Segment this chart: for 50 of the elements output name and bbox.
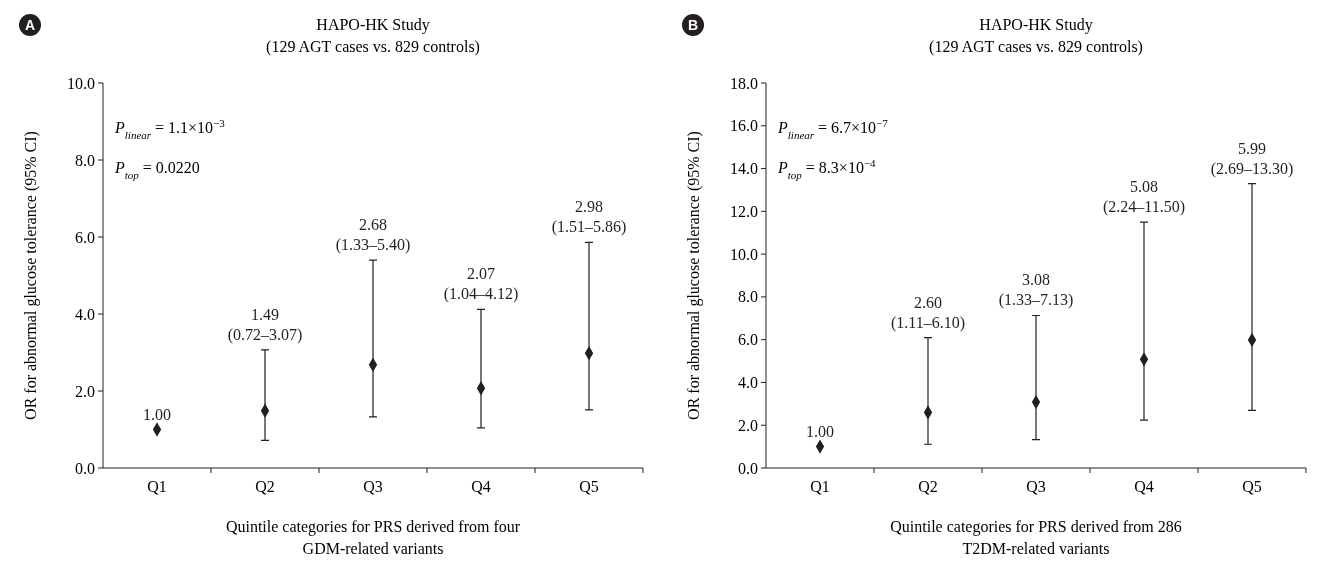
x-tick-label: Q1 xyxy=(147,478,167,495)
annotation: 2.68 (1.33–5.40) xyxy=(335,216,411,255)
y-tick-label: 8.0 xyxy=(75,151,95,169)
y-tick-label: 8.0 xyxy=(738,288,758,306)
x-axis-title: Quintile categories for PRS derived from 286 T2DM-related variants xyxy=(890,518,1182,557)
x-tick-label: Q5 xyxy=(1242,478,1262,495)
y-tick-label: 2.0 xyxy=(738,416,758,434)
y-axis-title: OR for abnormal glucose tolerance (95% CI) xyxy=(22,131,40,420)
panel-badge: B xyxy=(682,14,704,36)
annotation: P$_{linear}$ = 6.7×10$^{−7}$ xyxy=(777,117,889,141)
data-label: 1.00 xyxy=(806,422,834,440)
x-tick-label: Q3 xyxy=(363,478,383,495)
chart-title: HAPO-HK Study xyxy=(979,16,1093,34)
annotation: 2.98 (1.51–5.86) xyxy=(551,198,627,237)
annotation: 1.49 (0.72–3.07) xyxy=(227,305,303,344)
y-tick-label: 0.0 xyxy=(738,459,758,477)
x-axis-title: Quintile categories for PRS derived from four GDM-related variants xyxy=(225,518,521,557)
chart-title: HAPO-HK Study xyxy=(316,16,430,34)
x-tick-label: Q5 xyxy=(579,478,599,495)
annotation: 5.08 (2.24–11.50) xyxy=(1102,178,1186,217)
annotation: P$_{top}$ = 0.0220 xyxy=(114,159,200,181)
y-tick-label: 0.0 xyxy=(75,459,95,477)
chart-subtitle: (129 AGT cases vs. 829 controls) xyxy=(929,38,1143,56)
x-tick-label: Q2 xyxy=(255,478,275,495)
x-tick-label: Q4 xyxy=(471,478,491,495)
y-tick-label: 6.0 xyxy=(75,228,95,246)
data-label: 1.00 xyxy=(143,405,171,423)
x-tick-label: Q2 xyxy=(918,478,938,495)
y-tick-label: 10.0 xyxy=(730,245,758,263)
annotation: P$_{linear}$ = 1.1×10$^{−3}$ xyxy=(114,117,226,141)
y-tick-label: 12.0 xyxy=(730,202,758,220)
y-tick-label: 2.0 xyxy=(75,382,95,400)
x-tick-label: Q4 xyxy=(1134,478,1154,495)
y-tick-label: 4.0 xyxy=(738,374,758,392)
y-axis-title: OR for abnormal glucose tolerance (95% CI) xyxy=(685,131,703,420)
annotation: P$_{top}$ = 8.3×10$^{−4}$ xyxy=(777,157,877,181)
y-tick-label: 4.0 xyxy=(75,305,95,323)
y-tick-label: 14.0 xyxy=(730,160,758,178)
annotation: 2.60 (1.11–6.10) xyxy=(890,293,966,332)
chart-subtitle: (129 AGT cases vs. 829 controls) xyxy=(266,38,480,56)
y-tick-label: 16.0 xyxy=(730,117,758,135)
panel-badge: A xyxy=(19,14,41,36)
annotation: 3.08 (1.33–7.13) xyxy=(998,271,1074,310)
x-tick-label: Q3 xyxy=(1026,478,1046,495)
x-tick-label: Q1 xyxy=(810,478,830,495)
annotation: 2.07 (1.04–4.12) xyxy=(443,265,519,304)
y-tick-label: 6.0 xyxy=(738,331,758,349)
y-tick-label: 10.0 xyxy=(67,74,95,92)
annotation: 5.99 (2.69–13.30) xyxy=(1210,139,1294,178)
y-tick-label: 18.0 xyxy=(730,74,758,92)
